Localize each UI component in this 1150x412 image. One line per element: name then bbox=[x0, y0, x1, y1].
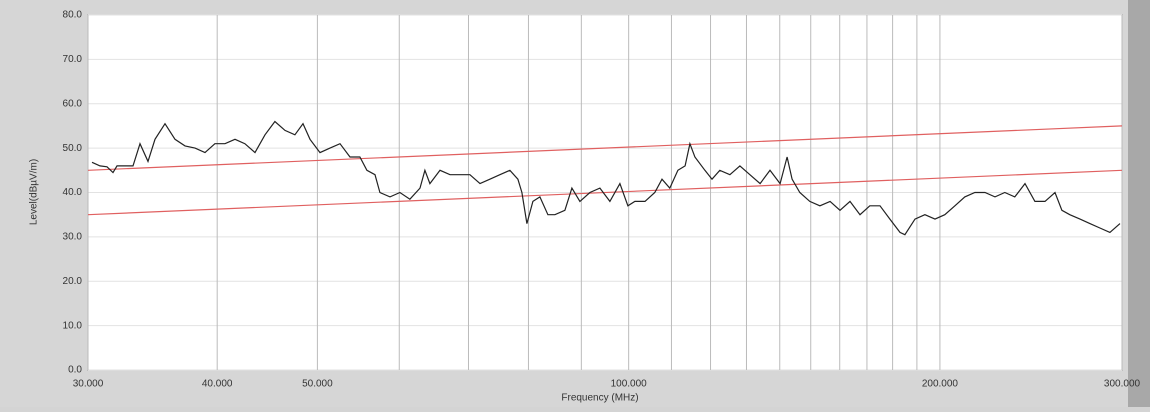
x-tick-label: 40.000 bbox=[202, 379, 233, 390]
y-tick-label: 70.0 bbox=[63, 54, 83, 65]
y-tick-label: 50.0 bbox=[63, 143, 83, 154]
data-line bbox=[87, 125, 1123, 171]
side-bar bbox=[1128, 0, 1150, 407]
y-tick-label: 40.0 bbox=[63, 187, 83, 198]
x-tick-label: 50.000 bbox=[302, 379, 333, 390]
data-line bbox=[91, 120, 1121, 236]
y-tick-label: 0.0 bbox=[68, 365, 82, 376]
x-tick-label: 200.000 bbox=[922, 379, 959, 390]
data-line bbox=[87, 169, 1123, 216]
x-tick-label: 300.000 bbox=[1104, 379, 1141, 390]
x-axis-label: Frequency (MHz) bbox=[561, 393, 638, 404]
y-tick-label: 10.0 bbox=[63, 320, 83, 331]
y-tick-label: 80.0 bbox=[63, 10, 83, 21]
y-tick-label: 60.0 bbox=[63, 98, 83, 109]
x-tick-label: 100.000 bbox=[611, 379, 648, 390]
y-axis-label: Level(dBµV/m) bbox=[29, 159, 40, 225]
y-tick-label: 30.0 bbox=[63, 232, 83, 243]
y-tick-label: 20.0 bbox=[63, 276, 83, 287]
x-tick-label: 30.000 bbox=[73, 379, 104, 390]
